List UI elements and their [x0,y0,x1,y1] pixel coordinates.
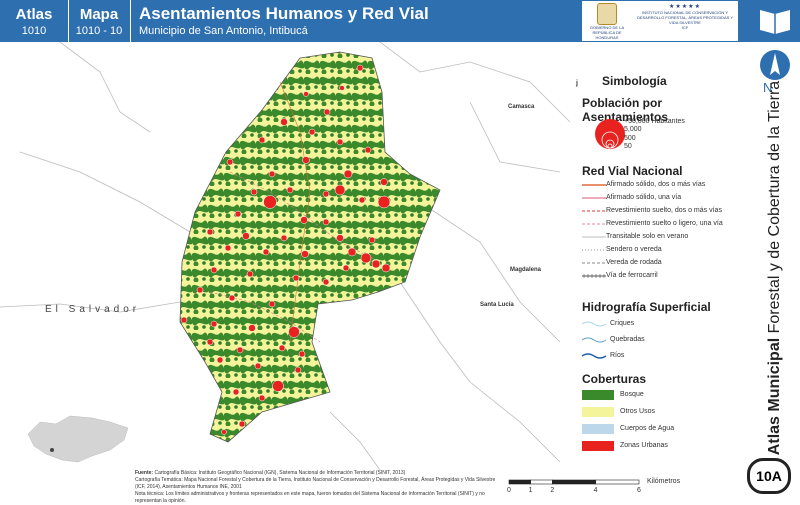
road-item-6: Sendero o vereda [606,246,662,253]
logos-panel: GOBIERNO DE LA REPÚBLICA DE HONDURAS ★★★… [582,1,738,41]
fuente-line2: Cartografía Temática: Mapa Nacional Fore… [135,477,496,490]
vertical-title-rest: Forestal y de Cobertura de la Tierra [766,80,783,334]
cover-item-3: Cuerpos de Agua [620,425,675,432]
vertical-title: Atlas Municipal Forestal y de Cobertura … [766,81,784,455]
scale-segment [595,479,640,485]
hydro-item-2: Quebradas [610,336,645,343]
pop-item-4: 50 [624,143,632,150]
pop-item-1: +50,000 Habitantes [624,118,685,125]
mapa-label: Mapa [79,6,119,23]
inset-location-marker [50,448,54,452]
fuente-label: Fuente: [135,470,154,476]
road-item-3: Revestimiento suelto, dos o más vías [606,207,722,214]
coat-of-arms-icon [597,3,617,25]
atlas-label: Atlas [15,6,53,23]
cover-item-2: Otros Usos [620,408,656,415]
scale-segment [552,479,596,485]
swatch-bosque [582,390,614,400]
swatch-zonas-urbanas [582,441,614,451]
hydro-item-3: Ríos [610,352,625,359]
fuente-line1: Cartografía Básica: Instituto Geográfico… [154,470,406,476]
road-item-2: Afirmado sólido, una vía [606,194,682,201]
road-symbols [582,184,606,278]
north-arrow-icon [760,50,790,80]
book-box [750,0,800,42]
scale-tick-label: 4 [593,487,598,494]
label-santa-lucia: Santa Lucía [480,302,514,308]
cover-item-4: Zonas Urbanas [620,442,668,449]
municipality-polygon [179,51,441,443]
hydro-item-1: Criques [610,320,635,327]
pop-item-3: 500 [624,135,636,142]
label-j: j [576,80,578,87]
legend-title: Simbología [602,74,667,88]
cover-item-1: Bosque [620,391,644,398]
road-title: Red Vial Nacional [582,164,683,178]
population-circles-icon [595,119,625,149]
scale-segment [508,479,531,485]
atlas-box: Atlas 1010 [0,0,69,42]
scale-segment [530,479,553,485]
mapa-code: 1010 - 10 [75,25,123,37]
scale-tick-label: 0 [507,487,511,494]
road-item-8: Vía de ferrocarril [606,272,658,279]
page-title: Asentamientos Humanos y Red Vial [139,4,429,23]
scale-tick-label: 2 [550,487,555,494]
road-item-4: Revestimiento suelto o ligero, una vía [606,220,723,227]
swatch-otros-usos [582,407,614,417]
hydro-symbols [581,321,607,359]
north-label: N [763,80,773,95]
scale-tick-label: 1 [528,487,533,494]
honduras-inset-map [27,415,129,463]
label-magdalena: Magdalena [510,267,542,273]
fuente-nota: Nota técnica: Los límites administrativo… [135,491,485,504]
label-camasca: Camasca [508,104,535,110]
vertical-title-bold: Atlas Municipal [766,337,783,456]
honduras-logo: GOBIERNO DE LA REPÚBLICA DE HONDURAS [584,3,630,40]
map-canvas [0,42,571,470]
scale-bar: 0 1 2 4 6 Kilómetros [505,478,680,503]
road-item-1: Afirmado sólido, dos o más vías [606,181,706,188]
icf-logo: ★★★★★ INSTITUTO NACIONAL DE CONSERVACIÓN… [634,3,736,39]
pop-item-2: 5,000 [624,126,642,133]
side-panel [750,42,800,500]
scale-unit: Kilómetros [647,478,681,485]
atlas-code: 1010 [21,25,47,37]
road-item-5: Transitable solo en verano [606,233,689,240]
mapa-box: Mapa 1010 - 10 [68,0,131,42]
scale-bar-graphic [508,479,640,485]
settlements-layer [180,64,391,435]
hydro-title: Hidrografía Superficial [582,300,711,314]
admin-boundaries [0,42,571,470]
header-bar: Atlas 1010 Mapa 1010 - 10 Asentamientos … [0,0,750,42]
cover-title: Coberturas [582,372,647,386]
map-badge: 10A [747,458,791,494]
stars-icon: ★★★★★ [669,4,701,10]
road-item-7: Vereda de rodada [606,259,662,266]
swatch-cuerpos-agua [582,424,614,434]
honduras-logo-text: GOBIERNO DE LA REPÚBLICA DE HONDURAS [589,25,625,40]
icf-logo-text: INSTITUTO NACIONAL DE CONSERVACIÓN Y DES… [636,10,734,25]
book-icon [760,10,790,34]
label-el-salvador: El Salvador [45,304,141,315]
scale-tick-label: 6 [637,487,641,494]
icf-logo-abbr: ICF [681,25,689,30]
page-subtitle: Municipio de San Antonio, Intibucá [139,25,308,37]
